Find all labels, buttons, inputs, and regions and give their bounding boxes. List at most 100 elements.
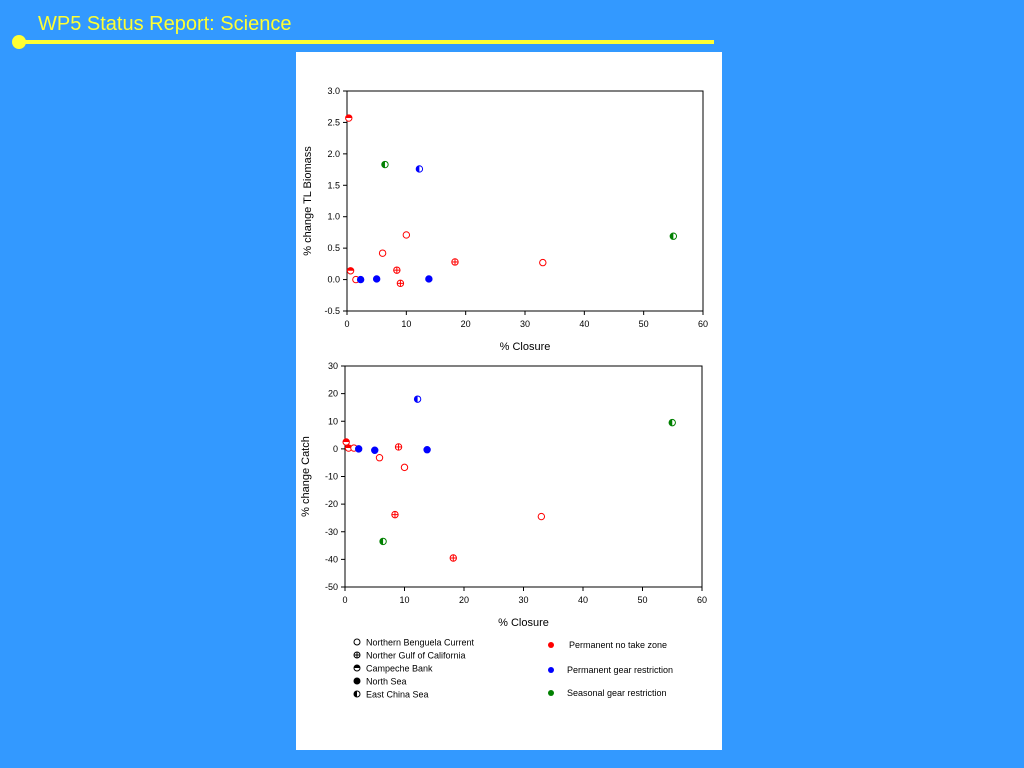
chart-svg: 0 10 20 30 40 50 60 -0.5 0.0 0.5 1.0 1.5 2.0 2.5 3.0 % … — [300, 86, 708, 700]
legend-color-dot — [548, 667, 554, 673]
legend-color-dot — [548, 642, 554, 648]
chart1-plot-frame — [346, 90, 704, 312]
chart1-x-axis-label: % Closure — [500, 341, 551, 353]
chart1-xtick-label: 20 — [461, 319, 471, 329]
chart2-point — [379, 537, 387, 546]
chart2-point-dot — [371, 446, 379, 454]
chart1-xtick-label: 40 — [579, 319, 589, 329]
chart2-ytick-label: -50 — [325, 582, 338, 592]
chart1-ytick-label: 2.5 — [327, 117, 340, 127]
chart2-xtick-label: 60 — [697, 595, 707, 605]
chart2-ytick-label: -10 — [325, 472, 338, 482]
chart2-ytick-label: 20 — [328, 389, 338, 399]
chart2-ytick-label: -20 — [325, 499, 338, 509]
chart1-point — [402, 231, 411, 239]
chart1-point — [396, 279, 405, 288]
chart1-point-dot — [372, 275, 381, 283]
chart1-ytick-label: 2.0 — [327, 149, 340, 159]
chart2-point — [400, 463, 409, 472]
chart1-point — [393, 266, 401, 274]
chart2-xtick-label: 40 — [578, 595, 588, 605]
legend-marker-filled — [353, 677, 361, 685]
legend-color-label: Permanent no take zone — [569, 640, 667, 650]
legend-marker-label: North Sea — [366, 677, 407, 687]
chart1-xtick-label: 0 — [344, 319, 349, 329]
chart1-ytick-label: 0.5 — [327, 243, 340, 253]
chart2-point — [423, 446, 431, 454]
legend-marker-cross — [353, 651, 361, 659]
chart2-xtick-label: 20 — [459, 595, 469, 605]
chart2-point — [391, 510, 399, 519]
chart2-xtick-label: 30 — [518, 595, 528, 605]
chart1-point-ring — [402, 231, 411, 239]
chart1-y-axis-label: % change TL Biomass — [302, 146, 314, 256]
legend-marker-half-left-half — [354, 691, 357, 697]
chart2: 0 10 20 30 40 50 60 -50 -40 -30 -20 -10 0 10 20 30 % Clo… — [300, 361, 707, 629]
chart1-ytick-label: 1.5 — [327, 180, 340, 190]
legend-marker-label: East China Sea — [366, 690, 429, 700]
legend-marker-label: Northern Benguela Current — [366, 638, 475, 648]
chart2-xtick-label: 50 — [637, 595, 647, 605]
chart2-ytick-label: 10 — [328, 416, 338, 426]
chart2-point — [354, 445, 363, 453]
chart2-point — [537, 512, 546, 521]
legend-marker-half-top — [353, 664, 361, 672]
chart2-point — [668, 418, 676, 427]
chart2-point — [342, 438, 350, 446]
chart1-point-half — [381, 161, 385, 168]
chart1-ytick-label: -0.5 — [324, 306, 340, 316]
chart2-point-half — [379, 538, 384, 545]
chart2-point — [413, 395, 422, 403]
chart1-point — [415, 165, 424, 173]
chart1-point — [425, 275, 433, 283]
chart1-xtick-label: 50 — [639, 319, 649, 329]
legend-marker-open-ring — [353, 638, 361, 646]
legend-marker-half-top-half — [354, 665, 360, 668]
chart1-ytick-label: 1.0 — [327, 212, 340, 222]
chart1: 0 10 20 30 40 50 60 -0.5 0.0 0.5 1.0 1.5 2.0 2.5 3.0 % … — [302, 86, 708, 353]
chart1-ytick-label: 0.0 — [327, 275, 340, 285]
chart2-point — [344, 444, 353, 452]
chart2-ytick-label: -30 — [325, 527, 338, 537]
chart2-point-half — [342, 438, 350, 442]
chart2-point-dot — [423, 446, 431, 454]
chart1-point — [381, 160, 389, 169]
chart2-point-ring — [537, 512, 546, 521]
chart2-point-dot — [354, 445, 363, 453]
chart2-point — [371, 446, 379, 454]
chart1-point-half — [345, 114, 352, 119]
title-bullet — [12, 35, 26, 49]
legend-color-dot — [548, 690, 554, 696]
chart2-point — [375, 454, 384, 462]
chart1-xtick-label: 10 — [401, 319, 411, 329]
legend-color-label: Seasonal gear restriction — [567, 688, 667, 698]
chart1-xtick-label: 30 — [520, 319, 530, 329]
chart2-xtick-label: 0 — [342, 595, 347, 605]
chart2-x-axis-label: % Closure — [498, 617, 549, 629]
chart1-point-dot — [356, 275, 365, 284]
chart1-point — [539, 258, 547, 267]
chart2-point-ring — [375, 454, 384, 462]
legend-color-label: Permanent gear restriction — [567, 665, 673, 675]
chart1-point-ring — [378, 249, 387, 257]
chart1-point — [346, 267, 355, 275]
legend-marker-label: Campeche Bank — [366, 664, 433, 674]
chart1-point — [345, 114, 353, 122]
chart2-point-ring — [400, 463, 409, 472]
chart2-plot-frame — [344, 365, 703, 588]
legend-marker-half-left — [353, 690, 361, 698]
legend: Northern Benguela Current Norther Gulf of… — [353, 638, 673, 700]
chart1-ytick-label: 3.0 — [327, 86, 340, 96]
chart1-point — [378, 249, 387, 257]
chart1-point-half — [416, 165, 420, 173]
chart-panel: 0 10 20 30 40 50 60 -0.5 0.0 0.5 1.0 1.5 2.0 2.5 3.0 % … — [296, 52, 722, 750]
chart2-point-half — [345, 444, 352, 449]
chart2-point — [449, 554, 457, 562]
legend-marker-open — [353, 638, 361, 646]
chart1-point-dot — [425, 275, 433, 283]
chart1-point — [356, 275, 365, 284]
chart2-ytick-label: 30 — [328, 361, 338, 371]
chart1-point — [372, 275, 381, 283]
chart2-ytick-label: 0 — [333, 444, 338, 454]
chart1-xtick-label: 60 — [698, 319, 708, 329]
